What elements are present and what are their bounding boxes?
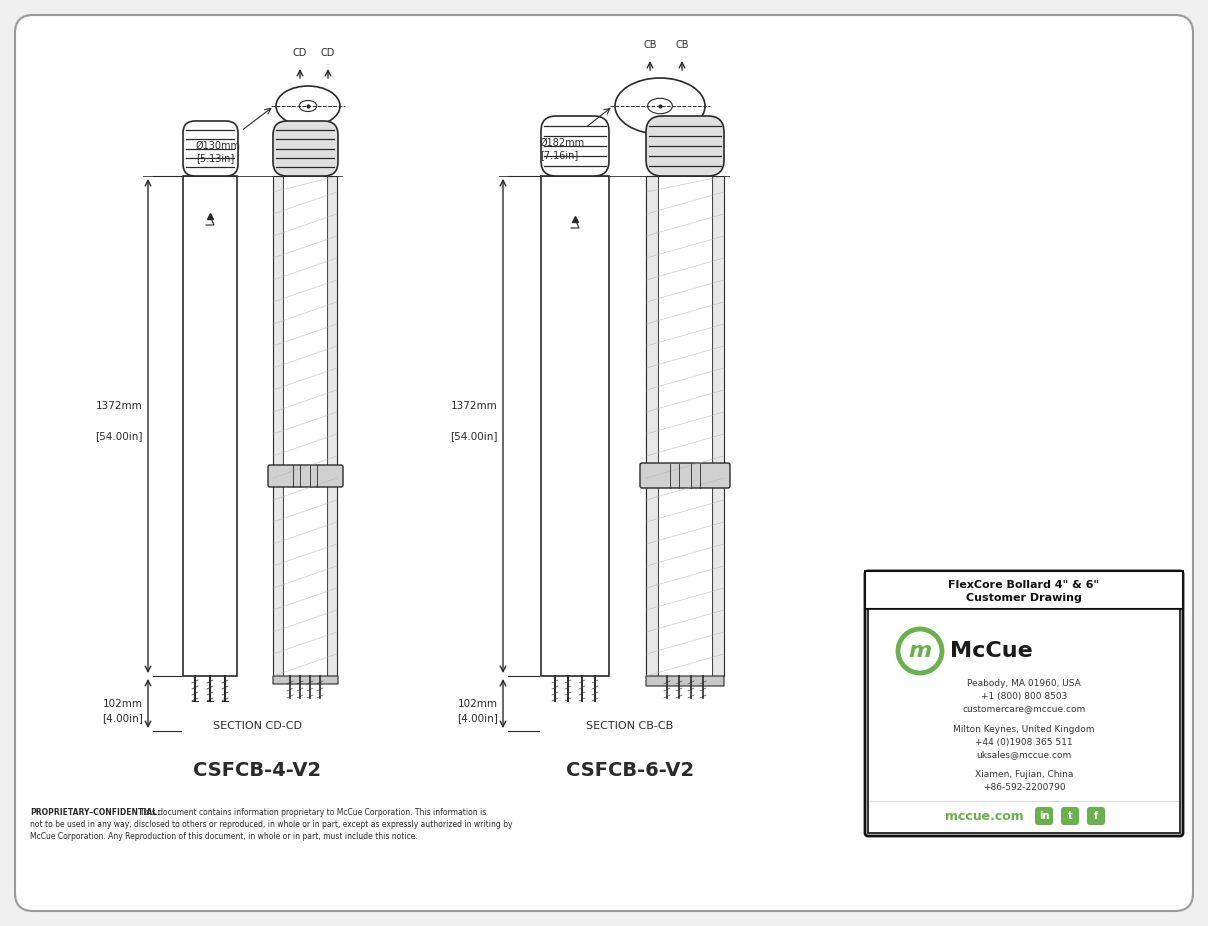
Text: Customer Drawing: Customer Drawing [966,593,1082,603]
Text: mccue.com: mccue.com [945,809,1023,822]
Polygon shape [541,176,609,676]
Polygon shape [646,176,658,676]
Polygon shape [658,176,712,676]
Text: Milton Keynes, United Kingdom: Milton Keynes, United Kingdom [953,724,1094,733]
Text: 102mm: 102mm [458,699,498,709]
Text: Ø130mm
[5.13in]: Ø130mm [5.13in] [196,141,242,163]
Polygon shape [283,176,327,676]
Text: CSFCB-4-V2: CSFCB-4-V2 [193,761,321,780]
Bar [865,571,1183,609]
Text: m: m [908,641,931,661]
Text: 1372mm: 1372mm [452,401,498,411]
Text: [4.00in]: [4.00in] [103,713,143,723]
Text: McCue Corporation. Any Reproduction of this document, in whole or in part, must : McCue Corporation. Any Reproduction of t… [30,832,418,841]
Text: FlexCore Bollard 4" & 6": FlexCore Bollard 4" & 6" [948,580,1099,590]
Text: This document contains information proprietary to McCue Corporation. This inform: This document contains information propr… [140,808,487,817]
FancyBboxPatch shape [646,676,724,686]
Text: +1 (800) 800 8503: +1 (800) 800 8503 [981,692,1067,701]
FancyBboxPatch shape [1035,807,1053,825]
Polygon shape [327,176,337,676]
Bar [869,609,1180,833]
FancyBboxPatch shape [1087,807,1105,825]
Polygon shape [182,176,237,676]
Text: customercare@mccue.com: customercare@mccue.com [963,705,1086,714]
Text: McCue: McCue [949,641,1033,661]
Text: CB: CB [643,40,657,50]
FancyBboxPatch shape [541,116,609,176]
Polygon shape [273,176,283,676]
Text: [54.00in]: [54.00in] [451,431,498,441]
Text: 102mm: 102mm [103,699,143,709]
Text: CD: CD [292,48,307,58]
FancyBboxPatch shape [273,676,338,684]
Text: not to be used in any way, disclosed to others or reproduced, in whole or in par: not to be used in any way, disclosed to … [30,820,512,829]
FancyBboxPatch shape [182,121,238,176]
Text: 1372mm: 1372mm [97,401,143,411]
FancyBboxPatch shape [268,465,343,487]
Text: t: t [1068,811,1073,821]
Text: CB: CB [675,40,689,50]
Text: +44 (0)1908 365 511: +44 (0)1908 365 511 [975,737,1073,746]
Bar [865,571,1183,609]
Text: CD: CD [321,48,335,58]
Text: uksales@mccue.com: uksales@mccue.com [976,750,1071,759]
Text: [54.00in]: [54.00in] [95,431,143,441]
Text: in: in [1039,811,1050,821]
FancyBboxPatch shape [273,121,338,176]
Text: CSFCB-6-V2: CSFCB-6-V2 [565,761,695,780]
Text: PROPRIETARY–CONFIDENTIAL:: PROPRIETARY–CONFIDENTIAL: [30,808,161,817]
Circle shape [898,629,942,673]
Text: SECTION CB-CB: SECTION CB-CB [586,721,674,731]
Text: Ø182mm
[7.16in]: Ø182mm [7.16in] [540,138,585,159]
Text: f: f [1094,811,1098,821]
FancyBboxPatch shape [646,116,724,176]
FancyBboxPatch shape [865,571,1183,836]
FancyBboxPatch shape [14,15,1194,911]
Text: Xiamen, Fujian, China: Xiamen, Fujian, China [975,770,1073,779]
FancyBboxPatch shape [1061,807,1079,825]
Text: Peabody, MA 01960, USA: Peabody, MA 01960, USA [968,679,1081,688]
FancyBboxPatch shape [640,463,730,488]
Polygon shape [712,176,724,676]
Text: +86-592-2200790: +86-592-2200790 [982,783,1065,792]
Text: SECTION CD-CD: SECTION CD-CD [213,721,302,731]
Text: [4.00in]: [4.00in] [457,713,498,723]
